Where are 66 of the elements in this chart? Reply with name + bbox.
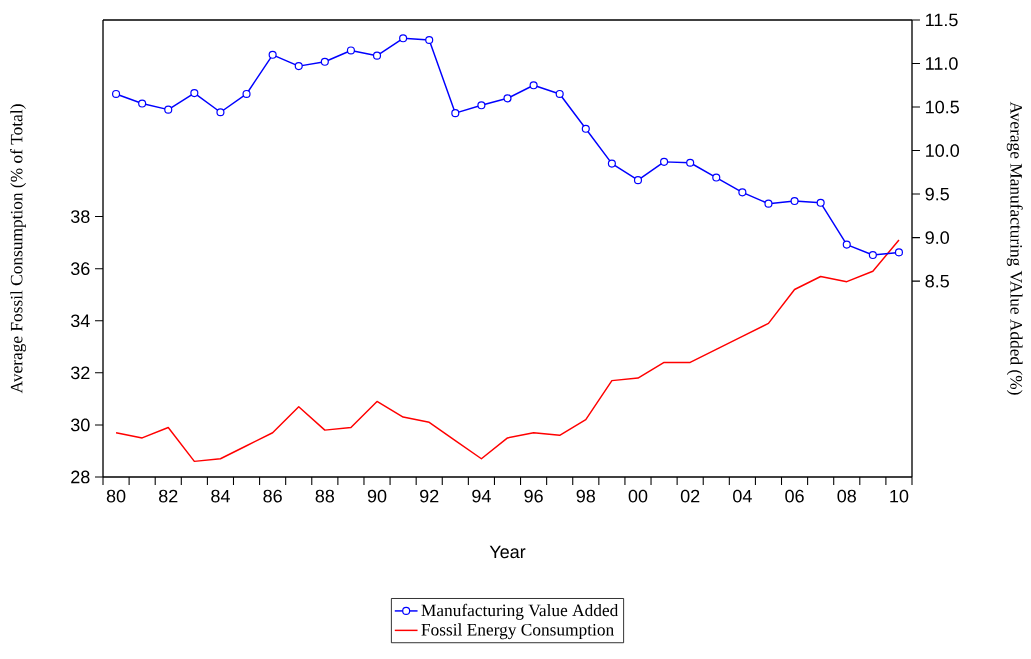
x-tick-label: 00 [628, 489, 648, 503]
x-tick-label: 90 [367, 489, 387, 503]
y2-tick-label: 11.5 [926, 13, 958, 27]
y-tick-label: 32 [70, 366, 90, 380]
point [268, 50, 277, 59]
point [111, 89, 121, 99]
legend-label: Manufacturing Value Added [421, 603, 619, 620]
y-tick-label: 38 [70, 210, 90, 223]
line-series [115, 239, 900, 463]
y-tick-label: 30 [70, 418, 90, 432]
point [712, 173, 721, 182]
y-tick-label: 28 [71, 470, 90, 484]
x-tick-label: 02 [680, 489, 700, 503]
point [790, 196, 799, 206]
x-tick-label: 88 [315, 489, 335, 503]
y-axis-title: Average Fossil Consumption (% of Total) [10, 104, 27, 394]
point [294, 62, 303, 71]
point [372, 51, 382, 60]
point [164, 105, 173, 114]
x-tick-label: 86 [263, 489, 282, 503]
point [633, 176, 643, 185]
point [216, 108, 225, 117]
point [451, 109, 460, 118]
x-tick-label: 06 [785, 489, 804, 503]
point [607, 159, 616, 168]
point [529, 81, 538, 90]
x-tick-label: 04 [733, 489, 752, 503]
y2-tick-label: 9.0 [925, 231, 950, 244]
legend-label: Fossil Energy Consumption [421, 623, 614, 640]
point [242, 89, 251, 99]
point [816, 198, 825, 207]
point [190, 89, 199, 98]
point [894, 248, 904, 257]
point [764, 199, 773, 208]
point [425, 35, 434, 45]
point [842, 240, 851, 249]
y-tick-label: 34 [70, 314, 90, 328]
x-tick-label: 10 [890, 489, 909, 503]
x-tick-label: 92 [420, 489, 439, 503]
y2-tick-label: 10.5 [926, 100, 959, 114]
point [346, 46, 355, 55]
point [868, 250, 877, 260]
x-tick-label: 98 [576, 489, 596, 503]
point [686, 158, 695, 167]
point [660, 157, 669, 166]
y2-tick-label: 9.5 [925, 187, 949, 201]
x-tick-label: 80 [106, 489, 126, 503]
y2-axis-title: Average Manufacturing VAlue Added (%) [1006, 101, 1023, 395]
x-tick-label: 08 [837, 489, 856, 503]
point [477, 101, 486, 110]
y2-tick-label: 10.0 [926, 144, 960, 157]
y2-tick-label: 11.0 [926, 57, 958, 70]
point [555, 89, 564, 99]
point [738, 188, 747, 197]
x-tick-label: 84 [211, 489, 230, 503]
x-tick-label: 94 [472, 489, 491, 503]
x-tick-label: 96 [524, 489, 543, 503]
point [503, 94, 512, 103]
y-tick-label: 36 [70, 262, 90, 276]
point [399, 34, 408, 43]
y2-tick-label: 8.5 [925, 274, 949, 288]
point [138, 99, 147, 108]
x-tick-label: 82 [159, 489, 178, 503]
x-axis-title: Year [489, 545, 526, 559]
point [320, 57, 329, 66]
point [581, 124, 590, 133]
